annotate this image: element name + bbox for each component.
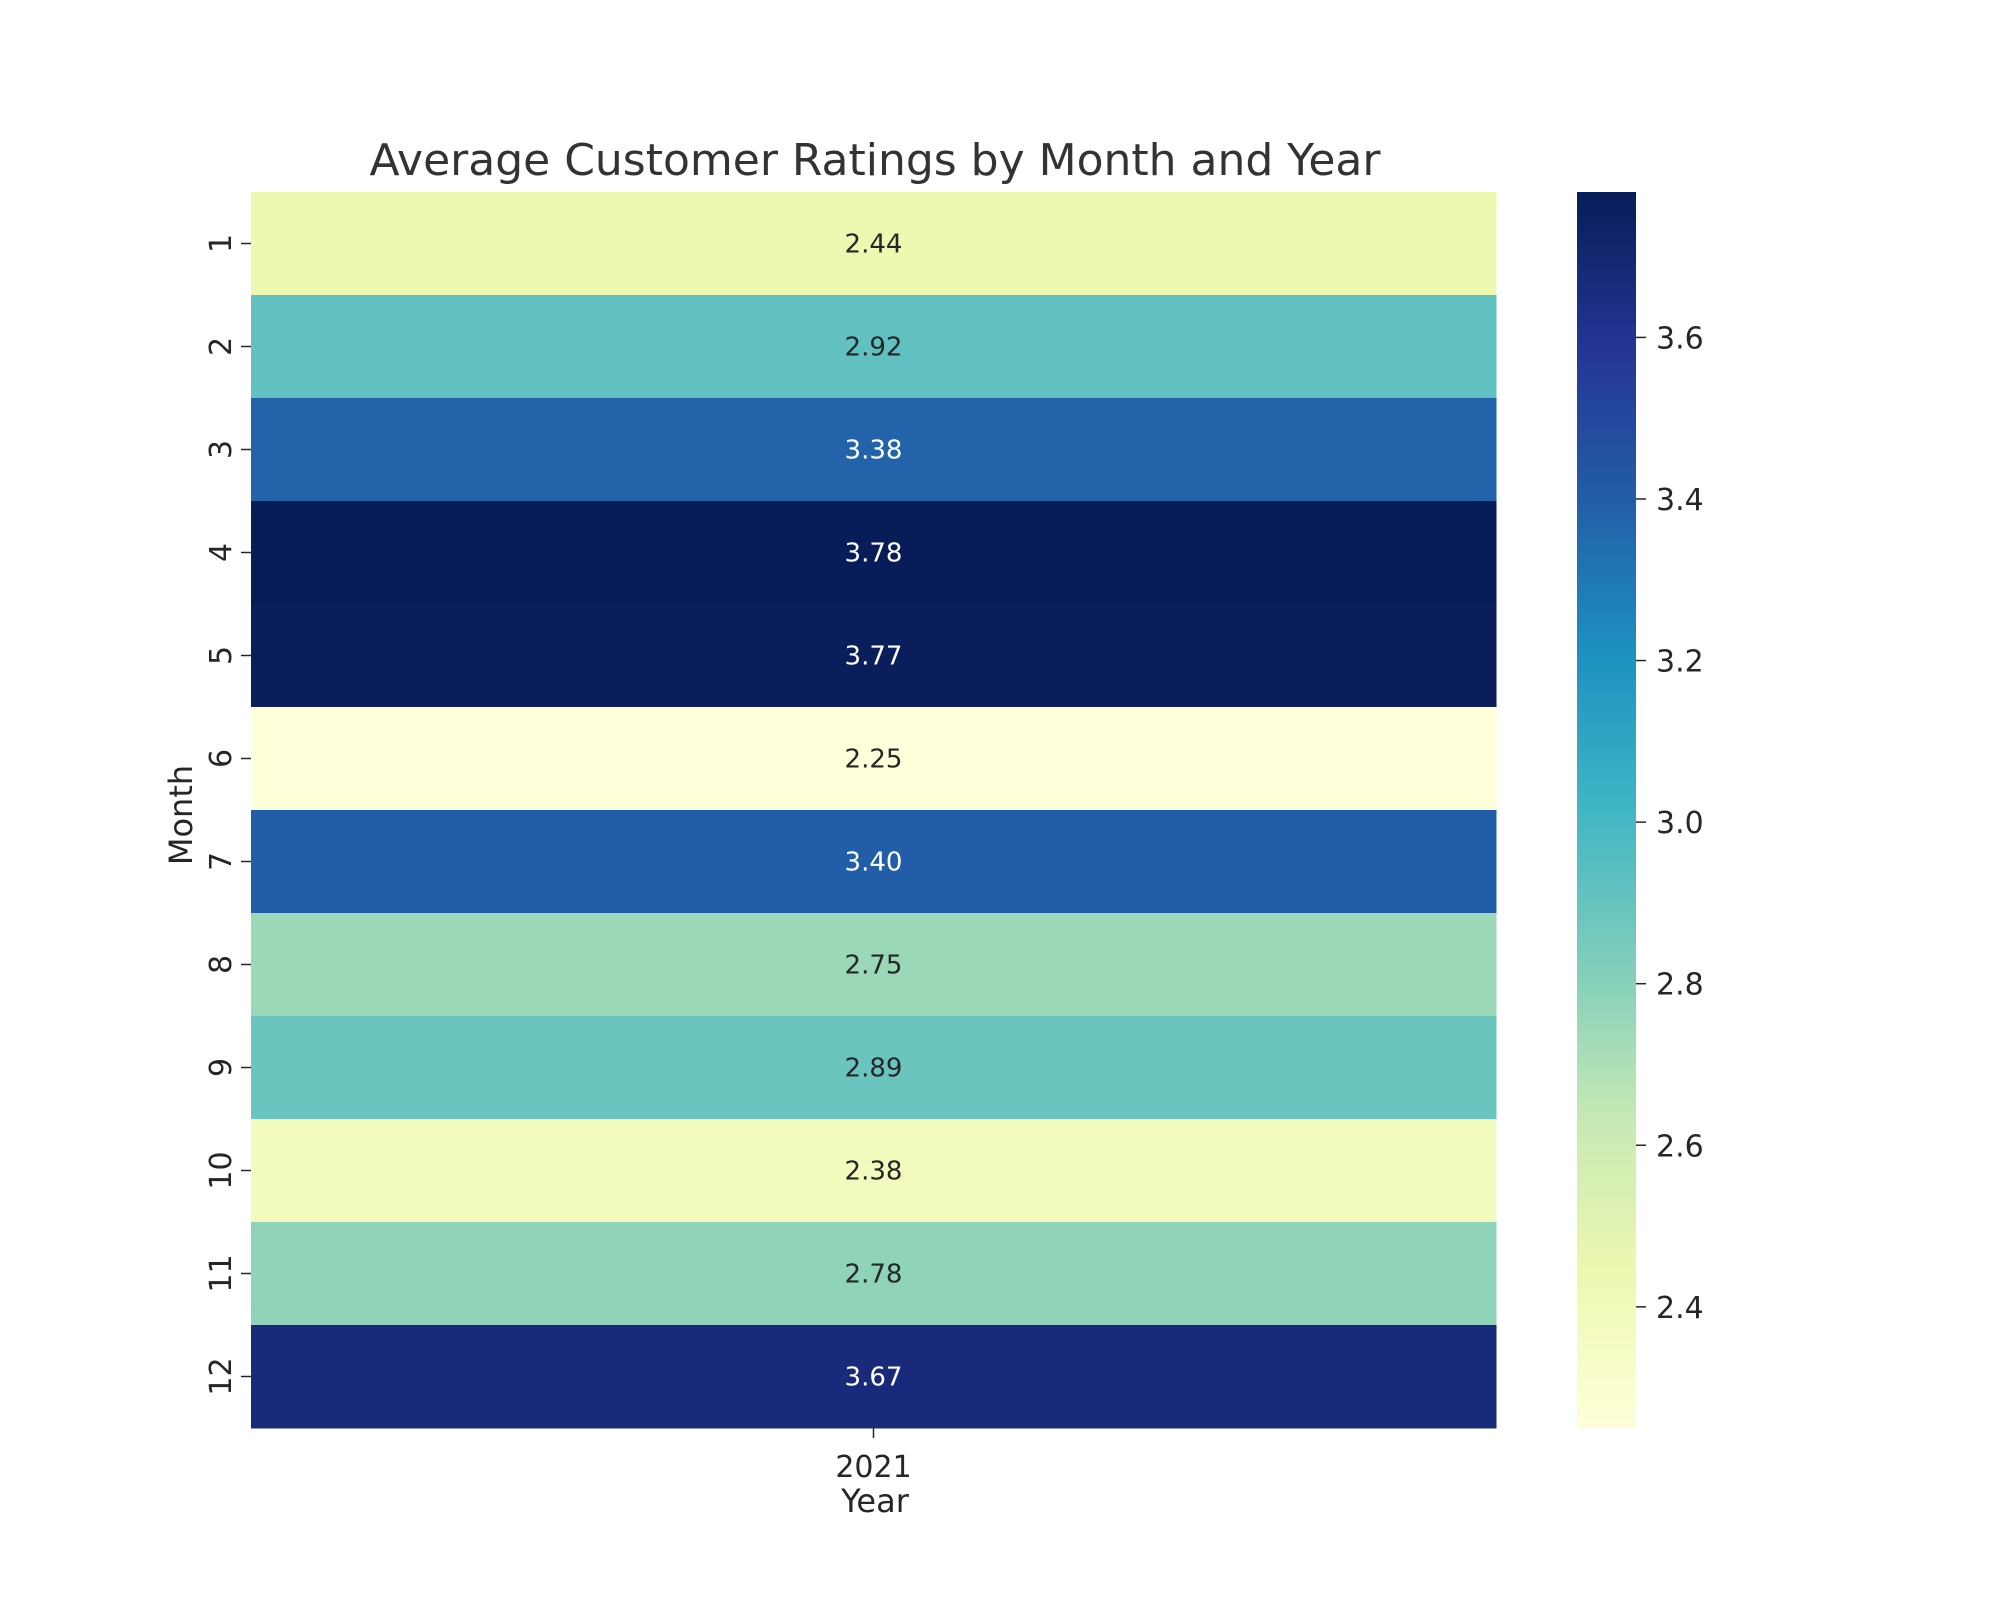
y-tick-label: 1 bbox=[204, 234, 239, 253]
y-axis-label: Month bbox=[162, 765, 200, 865]
cell-value-label: 3.38 bbox=[845, 436, 903, 466]
cell-value-label: 3.40 bbox=[845, 848, 903, 878]
y-tick-label: 2 bbox=[204, 337, 239, 356]
heatmap-cell bbox=[251, 810, 1497, 914]
colorbar-ticks: 2.4 2.6 2.8 3.0 3.2 3.4 3.6 bbox=[1636, 321, 1704, 1326]
colorbar-tick-label: 3.4 bbox=[1656, 483, 1704, 518]
cell-value-label: 2.38 bbox=[845, 1157, 903, 1187]
y-tick-label: 3 bbox=[204, 440, 239, 459]
x-tick-label: 2021 bbox=[835, 1450, 911, 1485]
cell-value-label: 3.77 bbox=[845, 642, 903, 672]
y-tick-label: 12 bbox=[204, 1357, 239, 1395]
cell-value-label: 2.25 bbox=[845, 745, 903, 775]
heatmap-cell bbox=[251, 707, 1497, 811]
y-tick-label: 9 bbox=[204, 1058, 239, 1077]
cell-value-label: 2.78 bbox=[845, 1260, 903, 1290]
colorbar-tick-label: 3.0 bbox=[1656, 806, 1704, 841]
heatmap-cell bbox=[251, 1222, 1497, 1326]
cell-value-label: 2.44 bbox=[845, 230, 903, 260]
colorbar-tick-label: 3.6 bbox=[1656, 321, 1704, 356]
heatmap-cell bbox=[251, 604, 1497, 708]
heatmap-cell bbox=[251, 1016, 1497, 1120]
y-tick-label: 6 bbox=[204, 749, 239, 768]
cell-value-label: 3.67 bbox=[845, 1363, 903, 1393]
heatmap-cell bbox=[251, 501, 1497, 605]
colorbar-tick-label: 2.6 bbox=[1656, 1129, 1704, 1164]
cell-value-label: 2.89 bbox=[845, 1054, 903, 1084]
x-axis-label: Year bbox=[840, 1482, 910, 1520]
chart-title: Average Customer Ratings by Month and Ye… bbox=[370, 135, 1382, 186]
y-tick-label: 10 bbox=[204, 1151, 239, 1189]
heatmap-cell bbox=[251, 1119, 1497, 1223]
y-tick-label: 5 bbox=[204, 646, 239, 665]
heatmap-cell bbox=[251, 192, 1497, 296]
colorbar-tick-label: 2.4 bbox=[1656, 1291, 1704, 1326]
colorbar-tick-label: 3.2 bbox=[1656, 645, 1704, 680]
heatmap-cell bbox=[251, 1325, 1497, 1429]
heatmap-cells: 2.44 2.92 3.38 3.78 3.77 2.25 3.40 2.75 2.89 2.38… bbox=[251, 192, 1497, 1429]
colorbar bbox=[1577, 192, 1636, 1428]
x-axis-ticks: 2021 bbox=[835, 1428, 912, 1485]
heatmap-cell bbox=[251, 913, 1497, 1017]
heatmap-cell bbox=[251, 295, 1497, 399]
y-tick-label: 4 bbox=[204, 543, 239, 562]
y-tick-label: 7 bbox=[204, 852, 239, 871]
cell-value-label: 2.75 bbox=[845, 951, 903, 981]
cell-value-label: 3.78 bbox=[845, 539, 903, 569]
y-tick-label: 11 bbox=[204, 1254, 239, 1292]
cell-value-label: 2.92 bbox=[845, 333, 903, 363]
y-tick-label: 8 bbox=[204, 955, 239, 974]
heatmap-cell bbox=[251, 398, 1497, 502]
colorbar-tick-label: 2.8 bbox=[1656, 968, 1704, 1003]
